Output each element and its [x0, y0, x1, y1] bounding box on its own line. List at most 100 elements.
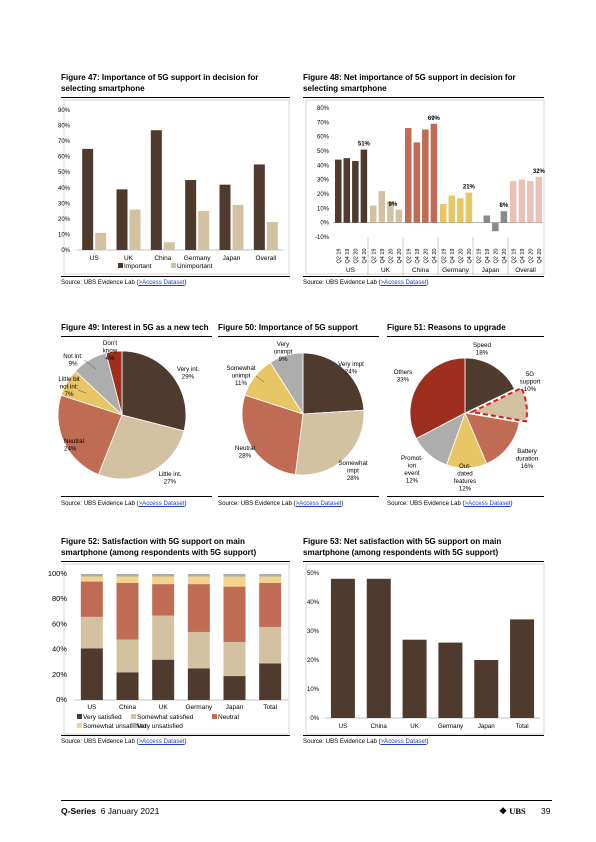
fig52-ytick-label: 80% [52, 594, 67, 603]
fig53-source: Source: UBS Evidence Lab (>Access Datase… [303, 738, 429, 745]
fig52-bar-segment [80, 576, 103, 582]
fig47-legend-important: Important [124, 263, 152, 270]
fig48-ytick-label: 10% [317, 206, 330, 212]
fig53-ytick-label: 10% [307, 687, 320, 693]
fig47-bar-unimportant [232, 204, 244, 250]
fig48-ytick-label: 70% [317, 120, 330, 126]
fig48-group-label: Overall [515, 267, 536, 274]
fig50-slice-label: Neutral [235, 445, 255, 452]
fig52-x-label: US [87, 704, 97, 711]
fig49-slice-label: 24% [64, 446, 77, 453]
fig53-x-label: US [339, 723, 348, 730]
fig48-quarter-label: Q2 19 [406, 249, 412, 264]
fig50-slice-label: 28% [239, 453, 252, 460]
fig48-ytick-label: 60% [317, 135, 330, 141]
fig48-data-label: 51% [358, 142, 371, 148]
fig48-bar [510, 181, 517, 223]
fig52-bar-segment [116, 576, 139, 583]
fig47-bar-important [116, 189, 128, 250]
fig53-ytick-label: 40% [307, 600, 320, 606]
access-dataset-link[interactable]: >Access Dataset [295, 500, 342, 507]
fig48-quarter-label: Q2 20 [388, 249, 394, 264]
fig47-ytick-label: 30% [58, 201, 71, 207]
fig52-legend-label: Somewhat satisfied [137, 714, 194, 721]
fig49-leader-line [83, 359, 97, 370]
footer-brand: ❖ UBS [499, 806, 526, 816]
fig49-slice-label: Not int: [63, 353, 83, 360]
fig48-quarter-label: Q2 20 [458, 249, 464, 264]
fig52-bar-segment [187, 574, 210, 577]
fig48-group-label: UK [381, 267, 391, 274]
fig47-bar-important [82, 148, 94, 250]
fig52-bar-segment [152, 576, 175, 585]
access-dataset-link[interactable]: >Access Dataset [380, 279, 427, 286]
fig49-slice-label: 9% [69, 361, 78, 368]
access-dataset-link[interactable]: >Access Dataset [380, 738, 427, 745]
fig48-quarter-label: Q4 19 [485, 249, 491, 264]
fig52-bar-segment [187, 584, 210, 632]
fig47-bar-important [219, 184, 231, 250]
fig48-quarter-label: Q2 20 [493, 249, 499, 264]
fig52-bar-segment [259, 574, 282, 577]
fig52-legend-swatch [77, 723, 82, 728]
fig50-title: Figure 50: Importance of 5G support [218, 323, 358, 332]
fig53-x-label: Germany [438, 723, 464, 730]
fig52-bar-segment [80, 648, 103, 700]
fig47-legend-swatch-unimportant [171, 263, 176, 268]
fig49-leader-line [77, 389, 87, 394]
fig52-bar-segment [187, 631, 210, 669]
page-number: 39 [541, 806, 551, 816]
fig50-source: Source: UBS Evidence Lab (>Access Datase… [218, 500, 344, 507]
fig47-bar-unimportant [163, 242, 175, 250]
fig48-data-label: 69% [428, 116, 441, 122]
fig50-slice [269, 352, 304, 416]
fig52-x-label: UK [159, 704, 169, 711]
fig49-slice [105, 350, 123, 416]
fig48-bar [422, 129, 429, 223]
fig51-slice-label: duration [516, 456, 539, 463]
access-dataset-link[interactable]: >Access Dataset [138, 500, 185, 507]
fig50-slice [241, 394, 304, 475]
fig48-data-label: 32% [533, 169, 546, 175]
fig50-slice-label: Very [277, 341, 290, 348]
fig51-slice-label: ion [408, 463, 417, 470]
fig52-bar-segment [223, 586, 246, 643]
fig51-slice-label: 18% [476, 350, 489, 357]
fig48-quarter-label: Q2 19 [336, 249, 342, 264]
fig48-ytick-label: 0% [320, 221, 329, 227]
fig48-bar [535, 176, 543, 223]
ubs-keys-icon: ❖ [499, 806, 508, 816]
fig51-slice-label: 10% [524, 386, 537, 393]
fig51-slice-label: support [520, 379, 541, 386]
fig48-quarter-label: Q2 19 [511, 249, 517, 264]
fig47-ytick-label: 40% [58, 186, 71, 192]
fig48-bar [448, 195, 456, 223]
fig51-slice [464, 412, 520, 465]
fig51-slice-label: 5G [526, 371, 534, 378]
footer-series: Q-Series [61, 806, 96, 816]
fig47-bar-important [253, 164, 265, 250]
fig52-ytick-label: 100% [48, 569, 68, 578]
access-dataset-link[interactable]: >Access Dataset [138, 738, 185, 745]
fig47-legend-swatch-important [118, 263, 123, 268]
fig49-slice-label: not int: [60, 384, 79, 391]
fig52-bar-segment [259, 626, 282, 664]
fig48-bar [527, 181, 534, 223]
fig52-bar-segment [223, 574, 246, 577]
fig52-bar-segment [152, 584, 175, 616]
access-dataset-link[interactable]: >Access Dataset [138, 279, 185, 286]
fig48-quarter-label: Q2 19 [371, 249, 377, 264]
fig48-quarter-label: Q4 20 [502, 249, 508, 264]
fig48-bar [335, 159, 342, 223]
fig48-ytick-label: -10% [315, 235, 330, 241]
fig52-bar-segment [80, 616, 103, 649]
fig51-slice-label: Speed [473, 342, 491, 349]
fig48-quarter-label: Q4 19 [415, 249, 421, 264]
access-dataset-link[interactable]: >Access Dataset [464, 500, 511, 507]
fig47-x-label: UK [124, 255, 134, 262]
fig48-quarter-label: Q2 20 [528, 249, 534, 264]
fig51-highlight-outline [468, 386, 528, 423]
fig48-bar [395, 209, 403, 223]
fig49-slice-label: 27% [164, 479, 177, 486]
fig51-slice-label: features [454, 478, 476, 485]
